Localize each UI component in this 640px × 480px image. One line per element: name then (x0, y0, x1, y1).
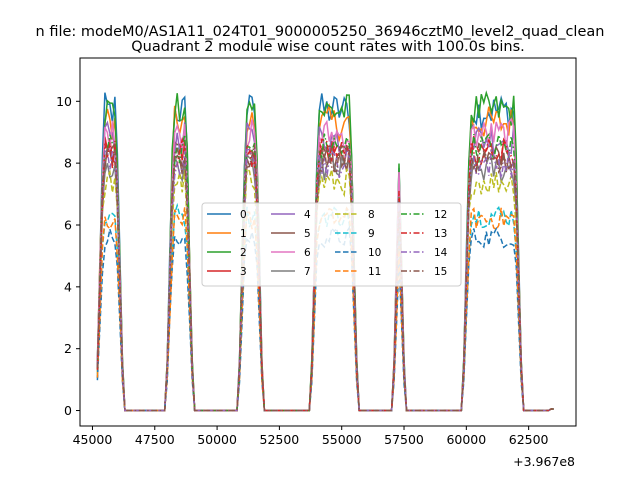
y-tick-label: 4 (64, 279, 72, 294)
legend-label: 9 (368, 228, 375, 240)
x-tick-label: 52500 (260, 432, 300, 447)
series-line-2 (96, 90, 554, 412)
legend-item-14: 14 (401, 247, 448, 259)
legend-label: 11 (368, 266, 381, 278)
legend-item-10: 10 (335, 247, 381, 259)
x-tick-label: 62500 (509, 432, 549, 447)
legend-item-15: 15 (401, 266, 447, 278)
legend-item-12: 12 (401, 209, 447, 221)
legend-frame (201, 202, 462, 287)
y-tick-label: 0 (64, 403, 72, 418)
series-line-15 (96, 141, 554, 412)
legend-item-2: 2 (207, 247, 247, 259)
axes-frame (79, 57, 577, 427)
series-line-6 (96, 117, 554, 412)
y-tick-label: 10 (56, 94, 72, 109)
plot-lines (96, 90, 554, 412)
legend-label: 0 (240, 209, 247, 221)
legend-label: 12 (434, 209, 447, 221)
legend-item-5: 5 (271, 228, 311, 240)
x-tick-label: 50000 (197, 432, 237, 447)
legend-label: 8 (368, 209, 375, 221)
legend-label: 13 (434, 228, 447, 240)
chart-suptitle: n file: modeM0/AS1A11_024T01_9000005250_… (36, 24, 605, 40)
legend-item-4: 4 (271, 209, 311, 221)
y-tick-label: 2 (64, 341, 72, 356)
legend-item-9: 9 (335, 228, 375, 240)
legend-label: 6 (304, 247, 311, 259)
legend-item-13: 13 (401, 228, 447, 240)
x-tick-label: 45000 (73, 432, 113, 447)
x-tick-label: 47500 (135, 432, 175, 447)
legend-item-11: 11 (335, 266, 381, 278)
series-line-14 (96, 148, 554, 412)
y-tick-label: 8 (64, 156, 72, 171)
legend-label: 14 (434, 247, 448, 259)
legend-item-8: 8 (335, 209, 375, 221)
x-tick-label: 60000 (446, 432, 486, 447)
x-tick-label: 57500 (384, 432, 424, 447)
chart-title: Quadrant 2 module wise count rates with … (131, 39, 525, 55)
legend-label: 2 (240, 247, 247, 259)
legend-item-0: 0 (207, 209, 247, 221)
series-line-8 (96, 167, 554, 412)
legend-label: 3 (240, 266, 247, 278)
x-offset-label: +3.967e8 (513, 454, 575, 469)
legend-item-3: 3 (207, 266, 247, 278)
x-axis: 45000 47500 50000 52500 55000 57500 60000 62500 (73, 426, 549, 447)
legend-label: 5 (304, 228, 311, 240)
x-tick-label: 55000 (322, 432, 362, 447)
legend-item-6: 6 (271, 247, 311, 259)
legend-label: 15 (434, 266, 447, 278)
legend-item-7: 7 (271, 266, 311, 278)
legend-label: 10 (368, 247, 381, 259)
legend-label: 7 (304, 266, 311, 278)
legend-item-1: 1 (207, 228, 247, 240)
legend-label: 1 (240, 228, 247, 240)
series-line-13 (96, 136, 554, 412)
y-tick-label: 6 (64, 217, 72, 232)
y-axis: 0 2 4 6 8 10 (56, 94, 80, 418)
legend-label: 4 (304, 209, 311, 221)
